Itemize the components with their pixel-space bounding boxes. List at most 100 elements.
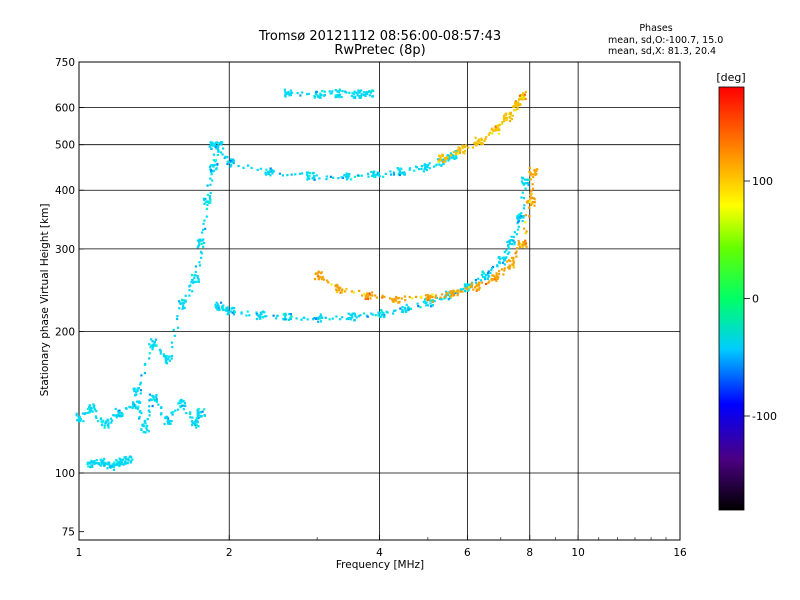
echo-point xyxy=(103,426,106,429)
echo-point xyxy=(494,127,497,130)
echo-point xyxy=(368,90,371,93)
echo-point xyxy=(339,291,342,294)
echo-point xyxy=(404,308,407,311)
echo-point xyxy=(203,198,206,202)
echo-point xyxy=(225,307,228,310)
echo-point xyxy=(201,410,204,413)
echo-point xyxy=(445,156,448,159)
echo-point xyxy=(398,173,401,177)
echo-point xyxy=(440,164,443,167)
x-tick-label: 1 xyxy=(76,547,83,559)
echo-point xyxy=(195,280,199,283)
echo-point xyxy=(521,246,524,249)
echo-point xyxy=(374,314,377,317)
echo-point xyxy=(351,314,354,317)
echo-point xyxy=(132,402,135,406)
echo-point xyxy=(308,177,311,180)
echo-point xyxy=(193,422,196,426)
echo-point xyxy=(320,278,323,281)
echo-point xyxy=(200,242,203,245)
echo-point xyxy=(261,316,264,319)
echo-point xyxy=(259,315,262,318)
echo-point xyxy=(419,306,422,309)
echo-point xyxy=(150,399,153,402)
echo-point xyxy=(456,294,459,297)
echo-point xyxy=(137,387,140,390)
echo-point xyxy=(121,413,124,416)
echo-point xyxy=(302,316,305,319)
echo-point xyxy=(505,249,508,252)
echo-point xyxy=(259,167,262,170)
echo-point xyxy=(471,146,474,149)
echo-point xyxy=(529,178,532,181)
echo-point xyxy=(290,173,293,176)
echo-point xyxy=(113,414,116,417)
echo-point xyxy=(170,357,173,360)
echo-point xyxy=(320,271,323,274)
echo-point xyxy=(386,311,389,314)
echo-point xyxy=(449,292,452,295)
echo-point xyxy=(477,277,480,280)
echo-point xyxy=(520,96,524,99)
echo-point xyxy=(463,152,466,155)
echo-point xyxy=(121,463,124,466)
echo-point xyxy=(83,412,86,416)
echo-point xyxy=(138,401,141,404)
echo-point xyxy=(230,307,233,310)
echo-point xyxy=(109,417,113,420)
echo-point xyxy=(208,201,211,204)
echo-point xyxy=(462,287,465,290)
echo-point xyxy=(525,178,528,181)
echo-point xyxy=(208,145,211,148)
echo-point xyxy=(212,159,215,162)
echo-point xyxy=(523,227,526,230)
echo-point xyxy=(444,157,447,160)
echo-point xyxy=(92,461,95,465)
echo-point xyxy=(226,156,229,159)
echo-point xyxy=(93,408,97,411)
echo-point xyxy=(464,144,468,147)
echo-point xyxy=(231,307,235,310)
echo-point xyxy=(196,415,199,418)
echo-point xyxy=(181,307,184,310)
echo-point xyxy=(484,278,487,281)
echo-point xyxy=(493,278,496,281)
echo-point xyxy=(522,197,526,200)
echo-point xyxy=(501,256,504,259)
echo-point xyxy=(200,415,203,418)
echo-point xyxy=(434,164,438,167)
echo-point xyxy=(135,390,138,394)
echo-point xyxy=(183,401,186,405)
echo-point xyxy=(90,407,93,410)
echo-point xyxy=(401,310,405,314)
echo-point xyxy=(366,292,369,295)
echo-point xyxy=(449,295,452,298)
echo-point xyxy=(438,297,441,301)
echo-point xyxy=(79,419,82,422)
echo-point xyxy=(431,300,434,303)
echo-point xyxy=(371,313,374,316)
echo-point xyxy=(463,145,467,149)
echo-point xyxy=(506,252,509,255)
echo-point xyxy=(287,318,290,321)
echo-point xyxy=(496,277,499,280)
echo-point xyxy=(177,402,180,405)
echo-point xyxy=(198,243,201,246)
echo-point xyxy=(88,410,92,413)
echo-point xyxy=(415,295,418,298)
echo-point xyxy=(86,461,89,464)
echo-point xyxy=(344,290,347,293)
echo-point xyxy=(354,96,357,100)
echo-point xyxy=(363,292,366,295)
echo-point xyxy=(377,312,380,315)
echo-point xyxy=(431,293,434,296)
echo-point xyxy=(401,306,404,309)
echo-point xyxy=(377,314,380,317)
echo-point xyxy=(413,169,416,172)
echo-point xyxy=(336,90,339,93)
echo-point xyxy=(97,462,100,465)
echo-point xyxy=(396,297,399,300)
echo-point xyxy=(356,91,359,94)
echo-point xyxy=(439,157,442,160)
echo-point xyxy=(87,465,90,468)
